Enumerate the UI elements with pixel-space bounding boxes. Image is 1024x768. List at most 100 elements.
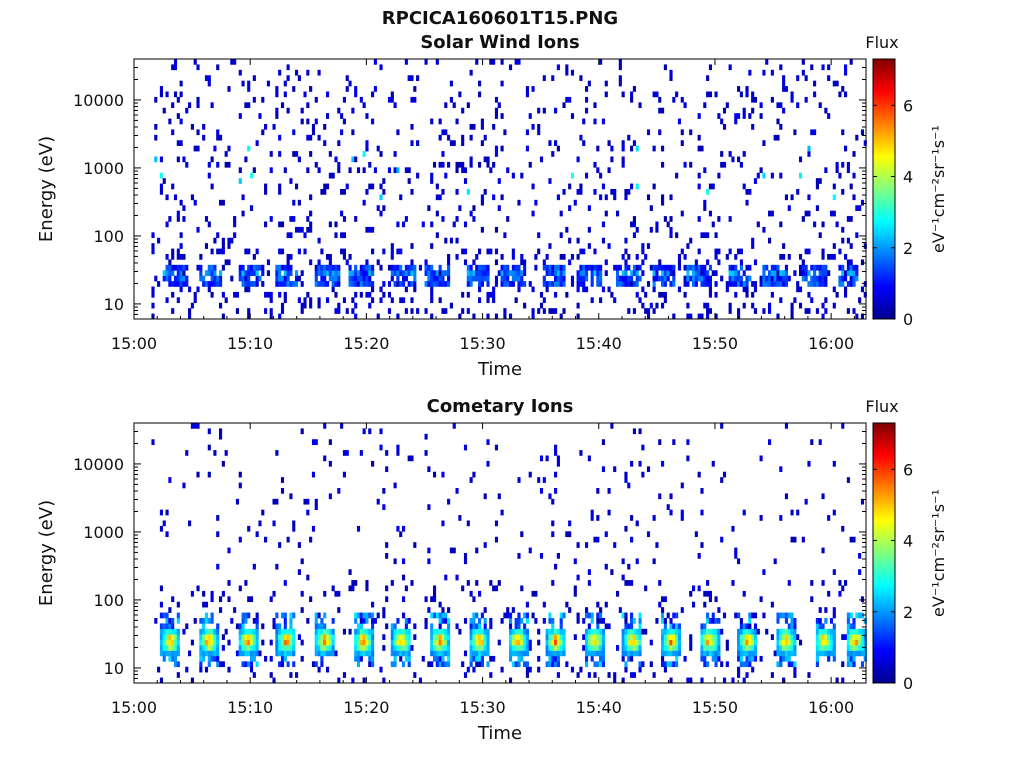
flux-cell [745, 645, 749, 651]
flux-cell [483, 275, 487, 282]
flux-cell [860, 650, 865, 657]
flux-cell [596, 281, 600, 287]
flux-cell [441, 308, 445, 314]
flux-cell [463, 558, 468, 565]
flux-cell [393, 281, 397, 287]
flux-cell [779, 515, 783, 521]
flux-cell [486, 291, 490, 298]
flux-cell [480, 199, 484, 206]
flux-cell [745, 281, 749, 287]
flux-cell [813, 270, 817, 276]
flux-cell [469, 264, 473, 271]
flux-cell [714, 291, 718, 298]
flux-cell [432, 161, 437, 168]
flux-cell [466, 291, 470, 298]
flux-cell [801, 59, 805, 65]
flux-cell [725, 102, 729, 109]
flux-cell [371, 270, 375, 276]
flux-cell [480, 281, 484, 287]
flux-cell [618, 264, 622, 271]
flux-cell [438, 650, 442, 657]
flux-cell [317, 634, 321, 640]
flux-cell [545, 455, 549, 462]
flux-cell [196, 226, 200, 233]
flux-cell [770, 291, 774, 298]
flux-cell [517, 275, 521, 282]
flux-cell [725, 281, 729, 287]
flux-cell [734, 275, 738, 282]
flux-cell [444, 308, 448, 314]
flux-cell [734, 553, 738, 559]
flux-cell [745, 661, 749, 668]
flux-cell [275, 628, 279, 635]
flux-cell [258, 520, 262, 527]
flux-cell [613, 466, 617, 473]
flux-cell [590, 515, 594, 521]
flux-cell [159, 585, 163, 592]
flux-cell [624, 580, 628, 586]
flux-cell [438, 655, 442, 662]
flux-cell [520, 254, 524, 260]
flux-cell [601, 183, 606, 190]
flux-cell [745, 291, 749, 298]
flux-cell [503, 313, 507, 320]
flux-cell [601, 634, 606, 640]
flux-cell [562, 639, 566, 646]
flux-cell [793, 623, 797, 630]
flux-cell [368, 650, 372, 657]
flux-cell [328, 172, 332, 179]
flux-cell [646, 308, 651, 314]
flux-cell [171, 64, 175, 71]
flux-cell [382, 189, 386, 195]
flux-cell [658, 259, 662, 266]
flux-cell [269, 639, 273, 646]
flux-cell [599, 655, 603, 662]
flux-cell [737, 156, 741, 163]
flux-cell [658, 291, 662, 298]
flux-cell [711, 270, 715, 276]
flux-cell [297, 248, 301, 255]
flux-cell [368, 628, 372, 635]
flux-cell [796, 189, 800, 195]
flux-cell [776, 628, 780, 635]
flux-cell [430, 634, 434, 640]
flux-cell [531, 86, 535, 92]
flux-cell [168, 634, 172, 640]
flux-cell [554, 634, 558, 640]
flux-cell [261, 623, 265, 630]
flux-cell [469, 590, 473, 597]
flux-cell [703, 232, 707, 239]
flux-cell [568, 96, 572, 103]
flux-cell [300, 639, 304, 646]
flux-cell [432, 645, 437, 651]
flux-cell [739, 650, 743, 657]
flux-cell [202, 618, 206, 624]
flux-cell [787, 254, 791, 260]
flux-cell [559, 618, 563, 624]
flux-cell [708, 210, 712, 217]
flux-cell [168, 607, 172, 613]
y-tick-label: 10 [104, 659, 124, 678]
flux-cell [311, 129, 316, 136]
flux-cell [635, 634, 639, 640]
flux-cell [244, 618, 248, 624]
flux-cell [478, 275, 482, 282]
flux-cell [697, 113, 701, 119]
flux-cell [762, 308, 766, 314]
flux-cell [424, 281, 428, 287]
flux-cell [570, 172, 575, 179]
flux-cell [500, 618, 504, 624]
flux-cell [435, 628, 439, 635]
flux-cell [176, 661, 180, 668]
flux-cell [472, 275, 476, 282]
flux-cell [576, 286, 580, 293]
flux-cell [430, 221, 434, 228]
flux-cell [739, 634, 743, 640]
flux-cell [846, 650, 850, 657]
flux-cell [832, 623, 836, 630]
flux-cell [295, 270, 299, 276]
flux-cell [278, 650, 282, 657]
flux-cell [708, 264, 712, 271]
flux-cell [632, 634, 636, 640]
flux-cell [855, 270, 859, 276]
